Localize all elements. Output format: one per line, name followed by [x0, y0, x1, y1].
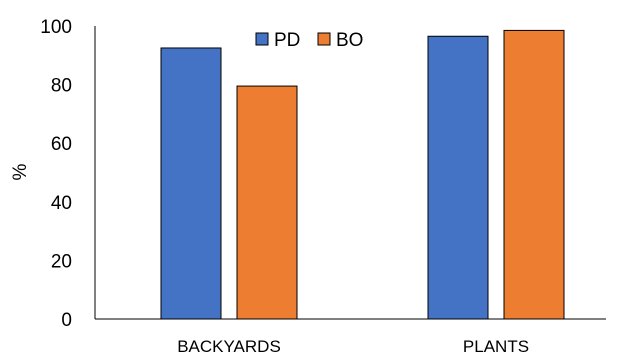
- bar-pd-backyards: [160, 47, 222, 320]
- bar-bo-backyards: [236, 85, 298, 320]
- y-tick-label: 0: [61, 310, 72, 331]
- y-tick-label: 20: [51, 251, 72, 272]
- bar-bo-plants: [503, 29, 565, 320]
- y-tick-label: 60: [51, 134, 72, 155]
- x-category-labels: BACKYARDS PLANTS: [177, 337, 529, 356]
- y-tick-label: 80: [51, 76, 72, 97]
- x-category-label: PLANTS: [463, 337, 529, 356]
- bar-pd-plants: [427, 35, 489, 320]
- legend: PD BO: [255, 30, 363, 51]
- y-tick-label: 40: [51, 193, 72, 214]
- legend-swatch-pd: [255, 32, 269, 46]
- y-axis-title: %: [10, 163, 31, 180]
- x-category-label: BACKYARDS: [177, 337, 281, 356]
- legend-label-bo: BO: [336, 30, 363, 51]
- y-tick-labels: 0 20 40 60 80 100: [40, 17, 72, 331]
- y-tick-label: 100: [40, 17, 72, 38]
- legend-swatch-bo: [317, 32, 331, 46]
- bars-group: [160, 29, 565, 320]
- legend-label-pd: PD: [274, 30, 300, 51]
